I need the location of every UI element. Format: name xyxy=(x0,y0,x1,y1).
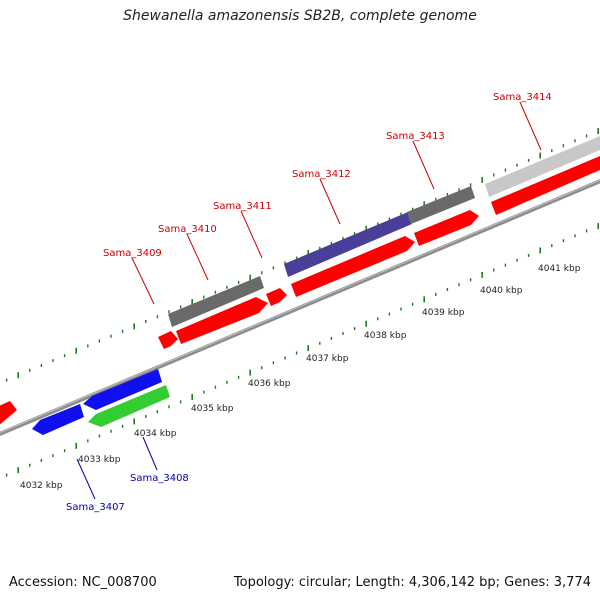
gene-feature-red[interactable] xyxy=(158,331,178,349)
tick-label: 4038 kbp xyxy=(364,331,407,341)
gene-feature-red[interactable] xyxy=(414,210,479,246)
gene-feature-blue[interactable] xyxy=(32,404,84,435)
genome-backbone-highlight xyxy=(0,179,600,434)
gene-label[interactable]: Sama_3411 xyxy=(213,201,272,212)
gene-leader-line xyxy=(186,233,209,281)
gene-feature-red[interactable] xyxy=(176,297,268,344)
gene-leader-line xyxy=(519,101,542,151)
upper-tick-row xyxy=(5,128,600,382)
lower-tick-row xyxy=(5,223,600,477)
tick-label: 4032 kbp xyxy=(20,481,63,491)
gene-leader-line xyxy=(412,140,435,190)
tick-label: 4036 kbp xyxy=(248,379,291,389)
tick-label: 4033 kbp xyxy=(78,455,121,465)
genome-backbone xyxy=(0,179,600,436)
gene-label[interactable]: Sama_3410 xyxy=(158,224,217,235)
gene-feature-red[interactable] xyxy=(266,288,287,306)
gene-feature-darkgray[interactable] xyxy=(168,276,264,327)
gene-feature-red[interactable] xyxy=(0,401,17,429)
gene-leader-line xyxy=(240,210,263,259)
map-title: Shewanella amazonensis SB2B, complete ge… xyxy=(123,8,477,24)
gene-label[interactable]: Sama_3412 xyxy=(292,169,351,180)
gene-leader-line xyxy=(319,178,341,225)
accession-text: Accession: NC_008700 xyxy=(9,575,157,590)
gene-feature-red[interactable] xyxy=(291,236,415,297)
gene-feature-darkgray[interactable] xyxy=(407,186,475,224)
gene-label[interactable]: Sama_3409 xyxy=(103,248,162,259)
tick-label: 4037 kbp xyxy=(306,354,349,364)
gene-label[interactable]: Sama_3407 xyxy=(66,502,125,513)
gene-leader-line xyxy=(131,257,155,305)
gene-label[interactable]: Sama_3413 xyxy=(386,131,445,142)
tick-label: 4034 kbp xyxy=(134,429,177,439)
gene-feature-green[interactable] xyxy=(88,385,170,427)
gene-feature-purple[interactable] xyxy=(284,212,412,277)
gene-label[interactable]: Sama_3414 xyxy=(493,92,552,103)
gene-leader-line xyxy=(76,458,96,500)
genome-summary-text: Topology: circular; Length: 4,306,142 bp… xyxy=(233,575,591,590)
tick-label: 4035 kbp xyxy=(191,404,234,414)
tick-label: 4039 kbp xyxy=(422,308,465,318)
tick-label: 4040 kbp xyxy=(480,286,523,296)
gene-leader-line xyxy=(142,436,158,471)
tick-label: 4041 kbp xyxy=(538,264,581,274)
gene-label[interactable]: Sama_3408 xyxy=(130,473,189,484)
gene-feature-lightgray[interactable] xyxy=(485,136,600,197)
gene-feature-blue[interactable] xyxy=(83,369,162,410)
gene-feature-red[interactable] xyxy=(491,156,600,215)
